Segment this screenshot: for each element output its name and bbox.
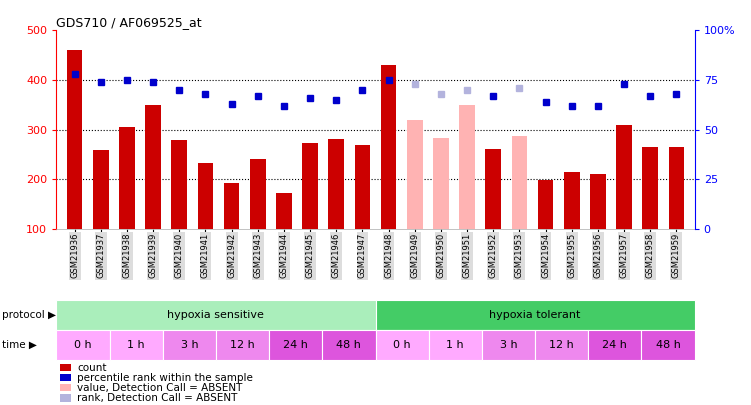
Text: hypoxia sensitive: hypoxia sensitive: [167, 310, 264, 320]
Bar: [535, 330, 588, 360]
Bar: [269, 330, 322, 360]
Bar: [407, 120, 423, 229]
Bar: [376, 300, 695, 330]
Text: 3 h: 3 h: [499, 340, 517, 350]
Text: 24 h: 24 h: [602, 340, 627, 350]
Text: protocol ▶: protocol ▶: [2, 310, 56, 320]
Text: 0 h: 0 h: [74, 340, 92, 350]
Bar: [250, 160, 266, 229]
Text: 12 h: 12 h: [230, 340, 255, 350]
Text: 3 h: 3 h: [180, 340, 198, 350]
Bar: [642, 147, 658, 229]
Bar: [538, 180, 553, 229]
Bar: [302, 143, 318, 229]
Bar: [276, 193, 292, 229]
Bar: [433, 138, 449, 229]
Bar: [110, 330, 163, 360]
Bar: [56, 330, 110, 360]
Bar: [616, 125, 632, 229]
Bar: [145, 105, 161, 229]
Bar: [590, 174, 606, 229]
Bar: [485, 149, 501, 229]
Bar: [328, 139, 344, 229]
Bar: [588, 330, 641, 360]
Bar: [56, 300, 376, 330]
Bar: [59, 364, 71, 371]
Bar: [216, 330, 269, 360]
Bar: [511, 136, 527, 229]
Bar: [482, 330, 535, 360]
Bar: [119, 127, 135, 229]
Bar: [668, 147, 684, 229]
Bar: [163, 330, 216, 360]
Bar: [354, 145, 370, 229]
Bar: [59, 374, 71, 382]
Bar: [224, 183, 240, 229]
Text: 24 h: 24 h: [283, 340, 308, 350]
Text: value, Detection Call = ABSENT: value, Detection Call = ABSENT: [77, 383, 243, 393]
Text: 48 h: 48 h: [336, 340, 361, 350]
Bar: [376, 330, 429, 360]
Text: 1 h: 1 h: [447, 340, 464, 350]
Text: rank, Detection Call = ABSENT: rank, Detection Call = ABSENT: [77, 393, 238, 403]
Bar: [641, 330, 695, 360]
Text: hypoxia tolerant: hypoxia tolerant: [490, 310, 581, 320]
Text: 12 h: 12 h: [549, 340, 574, 350]
Bar: [198, 163, 213, 229]
Bar: [381, 65, 397, 229]
Bar: [564, 172, 580, 229]
Bar: [59, 384, 71, 391]
Bar: [67, 50, 83, 229]
Text: GDS710 / AF069525_at: GDS710 / AF069525_at: [56, 16, 202, 29]
Bar: [171, 139, 187, 229]
Text: 0 h: 0 h: [394, 340, 411, 350]
Text: 1 h: 1 h: [128, 340, 145, 350]
Bar: [59, 394, 71, 402]
Text: count: count: [77, 362, 107, 373]
Bar: [459, 105, 475, 229]
Text: time ▶: time ▶: [2, 340, 36, 350]
Bar: [322, 330, 376, 360]
Bar: [429, 330, 482, 360]
Bar: [93, 150, 109, 229]
Text: percentile rank within the sample: percentile rank within the sample: [77, 373, 253, 383]
Text: 48 h: 48 h: [656, 340, 680, 350]
